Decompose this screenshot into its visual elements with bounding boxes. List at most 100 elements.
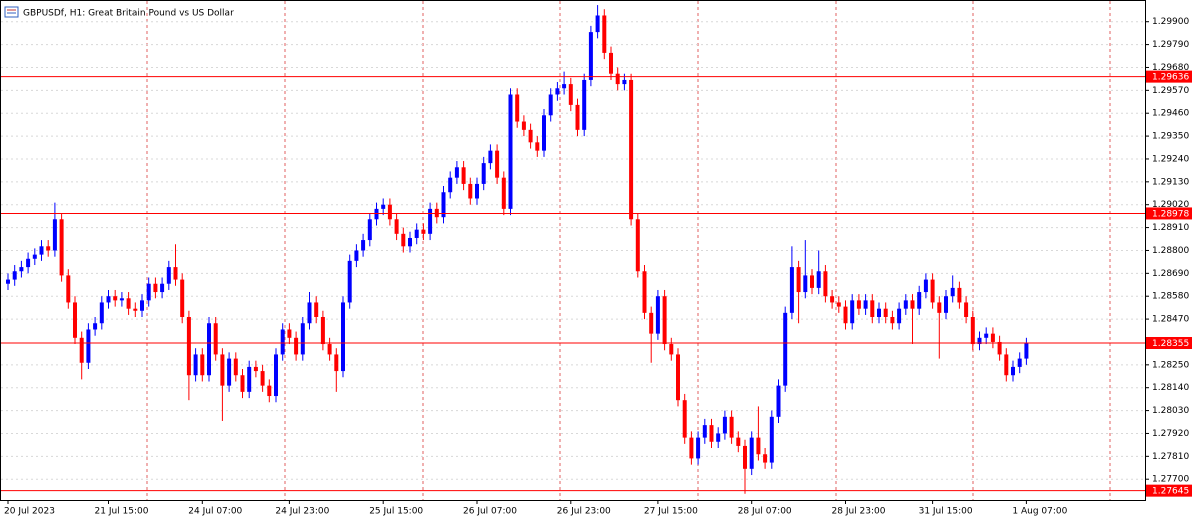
candle-body <box>548 94 553 116</box>
candle-body <box>609 52 613 74</box>
candle-body <box>783 312 788 386</box>
candle-body <box>347 260 352 303</box>
candle-body <box>19 267 24 272</box>
candle-body <box>327 344 332 355</box>
candle-body <box>877 308 881 318</box>
candle-body <box>622 79 627 85</box>
candle-body <box>341 302 345 372</box>
candle-body <box>863 300 868 309</box>
candle-body <box>602 15 607 53</box>
candle-body <box>475 183 479 199</box>
candle-body <box>655 296 660 334</box>
candle-body <box>997 341 1002 355</box>
candle-body <box>213 323 218 355</box>
candle-body <box>1017 358 1022 367</box>
level-tag <box>1146 336 1192 349</box>
candle-body <box>153 283 158 293</box>
candle-body <box>12 271 17 280</box>
candle-body <box>374 208 379 220</box>
candle-body <box>796 267 801 293</box>
x-tick-label: 21 Jul 15:00 <box>95 507 149 517</box>
candle-body <box>495 150 500 178</box>
candle-body <box>964 302 969 318</box>
candle-body <box>595 15 600 33</box>
candle-body <box>890 317 895 324</box>
candle-body <box>394 219 399 234</box>
candle-body <box>200 354 205 376</box>
y-tick-label: 1.27810 <box>1152 452 1189 462</box>
y-tick-label: 1.28250 <box>1152 360 1189 370</box>
candle-body <box>113 296 118 301</box>
candle-body <box>481 163 486 184</box>
candle-body <box>562 84 567 89</box>
candle-body <box>836 302 841 307</box>
candle-body <box>850 300 855 324</box>
y-tick-label: 1.29240 <box>1152 154 1189 164</box>
candle-body <box>542 115 546 151</box>
candle-body <box>421 229 426 234</box>
candle-body <box>789 267 794 313</box>
candle-body <box>769 416 774 463</box>
candle-body <box>247 366 252 392</box>
candle-body <box>756 437 761 455</box>
candle-body <box>930 279 935 303</box>
candle-body <box>528 129 533 143</box>
y-tick-label: 1.28800 <box>1152 246 1189 256</box>
candle-body <box>133 308 138 311</box>
candle-body <box>39 246 44 255</box>
candle-body <box>917 292 922 309</box>
candle-body <box>635 219 640 272</box>
candle-body <box>957 287 962 303</box>
candle-body <box>367 219 372 241</box>
x-tick-label: 26 Jul 07:00 <box>463 507 517 517</box>
candle-body <box>1011 366 1015 376</box>
y-tick-label: 1.28910 <box>1152 223 1189 233</box>
candle-body <box>870 300 875 318</box>
candle-body <box>843 306 848 324</box>
candle-body <box>253 366 258 372</box>
candle-body <box>354 250 359 261</box>
y-tick-label: 1.29570 <box>1152 86 1189 96</box>
candle-body <box>260 371 265 386</box>
candle-body <box>66 275 71 303</box>
candle-body <box>682 400 687 438</box>
level-tag <box>1146 207 1192 220</box>
candle-body <box>140 300 144 311</box>
chart-title: GBPUSDf, H1: Great Britain Pound vs US D… <box>23 9 234 19</box>
candle-body <box>588 32 593 80</box>
candle-body <box>508 94 513 209</box>
candle-body <box>119 298 124 301</box>
y-tick-label: 1.29790 <box>1152 40 1189 50</box>
x-tick-label: 28 Jul 07:00 <box>738 507 792 517</box>
candle-body <box>227 358 232 386</box>
candle-body <box>642 271 647 313</box>
candle-body <box>937 302 942 313</box>
candle-body <box>722 416 727 434</box>
candle-body <box>1004 354 1009 376</box>
candle-body <box>180 279 185 318</box>
candle-body <box>160 283 165 293</box>
level-label: 1.28355 <box>1152 339 1189 349</box>
candle-body <box>361 240 366 251</box>
level-tag <box>1146 70 1192 83</box>
candle-body <box>267 385 272 397</box>
candle-body <box>582 79 587 130</box>
candle-body <box>387 204 392 220</box>
candle-body <box>810 275 814 288</box>
candle-body <box>649 312 654 334</box>
candle-body <box>334 354 339 372</box>
x-tick-label: 27 Jul 15:00 <box>644 507 698 517</box>
candle-body <box>401 233 406 247</box>
candle-body <box>501 177 506 209</box>
candle-body <box>944 296 948 313</box>
candle-body <box>709 425 714 442</box>
candle-body <box>307 302 312 324</box>
candle-body <box>749 437 754 469</box>
candle-body <box>763 454 768 463</box>
candle-body <box>535 142 540 151</box>
candle-body <box>984 333 989 338</box>
candle-body <box>903 300 908 309</box>
y-tick-label: 1.27920 <box>1152 429 1189 439</box>
